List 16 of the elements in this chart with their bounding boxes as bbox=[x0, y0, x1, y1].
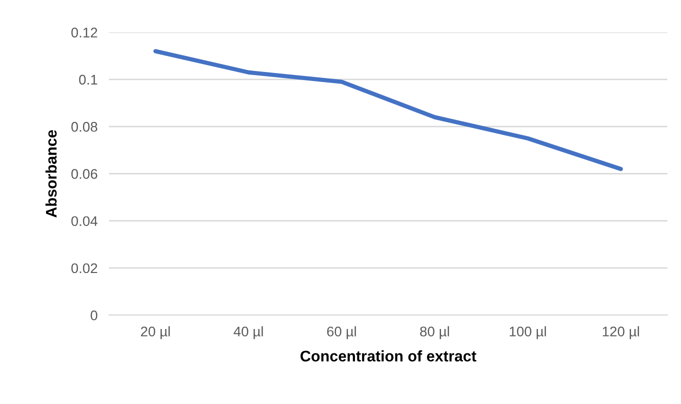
y-tick-label: 0.1 bbox=[79, 74, 98, 85]
y-tick-label: 0.04 bbox=[71, 216, 98, 226]
x-tick-label: 80 µl bbox=[420, 326, 449, 340]
x-tick-label: 100 µl bbox=[510, 326, 546, 340]
y-tick-label: 0 bbox=[90, 310, 98, 320]
x-tick-label: 120 µl bbox=[602, 326, 639, 340]
line-series bbox=[153, 49, 623, 172]
y-axis-title: Absorbance bbox=[45, 130, 57, 218]
x-tick-label: 20 µl bbox=[140, 326, 170, 340]
y-tick-label: 0.02 bbox=[71, 263, 98, 274]
y-tick-label: 0.08 bbox=[71, 122, 98, 132]
x-axis-title: Concentration of extract bbox=[300, 350, 476, 362]
x-tick-label: 60 µl bbox=[327, 326, 356, 340]
y-tick-label: 0.06 bbox=[71, 169, 98, 179]
x-tick-label: 40 µl bbox=[234, 326, 263, 340]
y-tick-label: 0.12 bbox=[71, 28, 98, 38]
